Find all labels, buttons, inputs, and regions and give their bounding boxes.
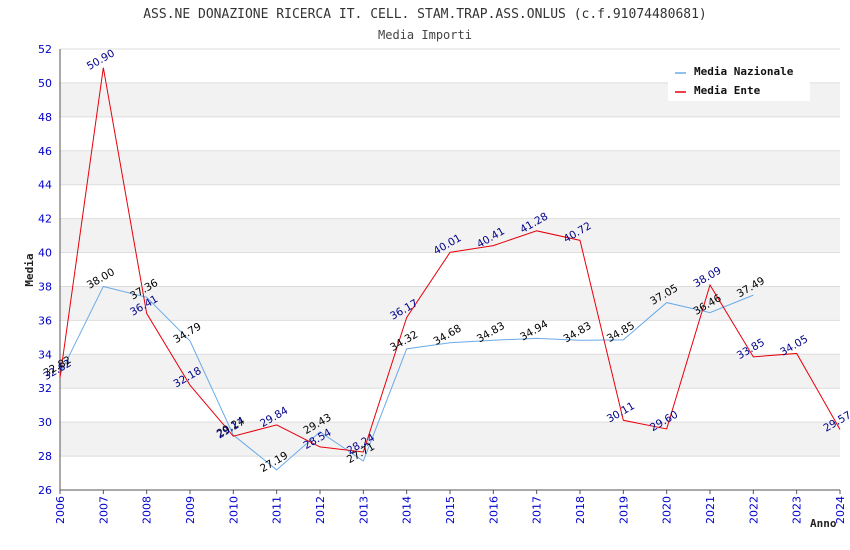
y-tick-label: 50	[38, 77, 52, 90]
legend: Media Nazionale Media Ente	[668, 58, 810, 101]
y-tick-label: 34	[38, 348, 52, 361]
x-tick-label: 2010	[227, 496, 240, 524]
axes	[59, 49, 841, 494]
legend-box	[668, 58, 810, 101]
series-lines	[59, 67, 841, 471]
data-label: 34.94	[518, 318, 550, 344]
x-tick-label: 2012	[314, 496, 327, 524]
x-tick-label: 2006	[54, 496, 67, 524]
series-line-nazionale	[59, 285, 754, 471]
legend-label-nazionale: Media Nazionale	[694, 65, 794, 78]
data-label: 34.32	[388, 329, 420, 354]
data-label: 34.85	[605, 320, 637, 345]
x-tick-label: 2022	[747, 496, 760, 524]
y-tick-label: 36	[38, 314, 52, 327]
x-tick-label: 2008	[141, 496, 154, 524]
y-tick-label: 44	[38, 179, 52, 192]
data-label: 34.79	[171, 321, 203, 346]
y-tick-label: 46	[38, 145, 52, 158]
x-tick-label: 2011	[271, 496, 284, 524]
x-tick-label: 2023	[791, 496, 804, 524]
y-tick-label: 40	[38, 247, 52, 260]
y-tick-label: 30	[38, 416, 52, 429]
y-tick-label: 52	[38, 43, 52, 56]
x-tick-labels: 2006 2007 2008 2009 2010 2011 2012 2013 2014 2015…	[54, 496, 847, 524]
x-tick-label: 2013	[357, 496, 370, 524]
x-tick-label: 2015	[444, 496, 457, 524]
band	[60, 150, 840, 185]
x-tick-label: 2017	[531, 496, 544, 524]
x-tick-label: 2007	[97, 496, 110, 524]
y-tick-label: 38	[38, 280, 52, 293]
y-tick-label: 42	[38, 213, 52, 226]
chart-title: ASS.NE DONAZIONE RICERCA IT. CELL. STAM.…	[143, 7, 707, 22]
x-tick-label: 2019	[617, 496, 630, 524]
y-tick-label: 48	[38, 111, 52, 124]
data-label: 34.83	[561, 320, 593, 345]
x-tick-label: 2020	[661, 496, 674, 524]
band	[60, 286, 840, 321]
series-line-ente	[59, 67, 841, 453]
x-tick-label: 2021	[704, 496, 717, 524]
x-tick-label: 2024	[834, 496, 847, 524]
x-tick-label: 2018	[574, 496, 587, 524]
legend-label-ente: Media Ente	[694, 84, 761, 97]
x-tick-label: 2014	[401, 496, 414, 524]
x-tick-label: 2016	[487, 496, 500, 524]
y-tick-labels: 26 28 30 32 34 36 38 40 42 44 46 48 50 52	[38, 43, 52, 497]
y-tick-label: 26	[38, 484, 52, 497]
data-label: 50.90	[85, 47, 117, 72]
data-label: 34.68	[431, 322, 463, 347]
band	[60, 422, 840, 457]
chart-subtitle: Media Importi	[378, 28, 472, 42]
data-label: 34.83	[475, 320, 507, 345]
x-axis-label: Anno	[810, 517, 837, 530]
band	[60, 354, 840, 389]
band	[60, 218, 840, 253]
x-tick-label: 2009	[184, 496, 197, 524]
y-tick-label: 28	[38, 450, 52, 463]
y-axis-label: Media	[23, 253, 36, 286]
y-tick-label: 32	[38, 382, 52, 395]
background-bands	[60, 82, 840, 457]
